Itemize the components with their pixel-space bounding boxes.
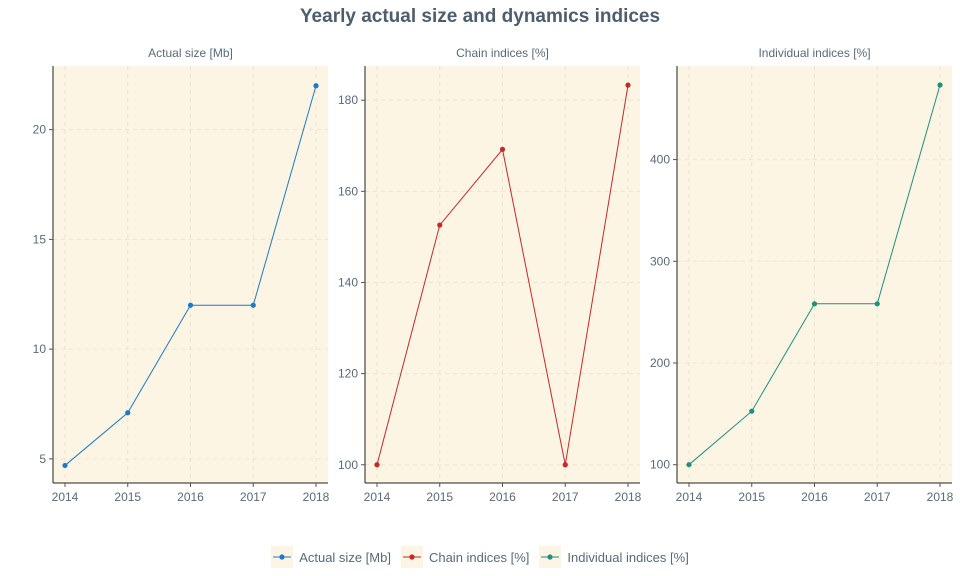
facet-title: Chain indices [%]: [456, 46, 549, 60]
data-point: [125, 410, 131, 416]
legend-label-actual-size: Actual size [Mb]: [299, 549, 391, 565]
chart-title: Yearly actual size and dynamics indices: [299, 6, 661, 27]
x-tick-label: 2016: [801, 490, 828, 504]
y-tick-label: 300: [650, 254, 670, 268]
x-tick-label: 2014: [676, 490, 703, 504]
data-point: [374, 462, 380, 468]
x-tick-label: 2014: [364, 490, 391, 504]
x-tick-label: 2017: [864, 490, 891, 504]
x-tick-label: 2017: [552, 490, 579, 504]
legend-key-chain-indices: [400, 546, 423, 568]
data-point: [313, 83, 319, 89]
y-tick-label: 10: [33, 342, 47, 356]
data-point: [625, 82, 631, 88]
data-point: [562, 462, 568, 468]
legend-label-individual-indices: Individual indices [%]: [567, 549, 689, 565]
data-point: [62, 462, 68, 469]
legend-item-actual-size: Actual size [Mb]: [271, 546, 391, 568]
facet-title: Actual size [Mb]: [148, 46, 233, 60]
data-point: [250, 302, 256, 308]
data-point: [499, 146, 506, 152]
x-tick-label: 2014: [52, 490, 79, 504]
y-tick-label: 400: [650, 153, 670, 167]
facet-title: Individual indices [%]: [758, 46, 870, 60]
x-tick-label: 2017: [240, 490, 267, 504]
data-point: [187, 302, 194, 308]
legend-key-actual-size: [271, 546, 294, 568]
y-tick-label: 15: [33, 232, 47, 246]
data-point: [937, 82, 943, 88]
x-tick-label: 2018: [615, 490, 642, 504]
x-tick-label: 2016: [177, 490, 204, 504]
legend: Actual size [Mb] Chain indices [%] Indiv…: [0, 546, 960, 568]
y-tick-label: 120: [338, 367, 358, 381]
y-tick-label: 200: [650, 356, 670, 370]
y-tick-label: 20: [33, 123, 47, 137]
data-point: [749, 408, 755, 414]
y-tick-label: 100: [650, 458, 670, 472]
data-point: [686, 462, 692, 468]
legend-item-chain-indices: Chain indices [%]: [400, 546, 530, 568]
legend-item-individual-indices: Individual indices [%]: [539, 546, 689, 568]
x-tick-label: 2016: [489, 490, 516, 504]
y-tick-label: 5: [39, 452, 46, 466]
y-tick-label: 160: [338, 184, 358, 198]
legend-label-chain-indices: Chain indices [%]: [428, 549, 530, 565]
y-tick-label: 100: [338, 458, 358, 472]
x-tick-label: 2015: [426, 490, 453, 504]
legend-key-individual-indices: [539, 546, 562, 568]
x-tick-label: 2015: [114, 490, 141, 504]
x-tick-label: 2018: [927, 490, 954, 504]
y-tick-label: 180: [338, 93, 358, 107]
data-point: [811, 301, 818, 307]
x-tick-label: 2018: [303, 490, 330, 504]
data-point: [874, 301, 880, 307]
data-point: [437, 222, 443, 228]
x-tick-label: 2015: [738, 490, 765, 504]
y-tick-label: 140: [338, 275, 358, 289]
